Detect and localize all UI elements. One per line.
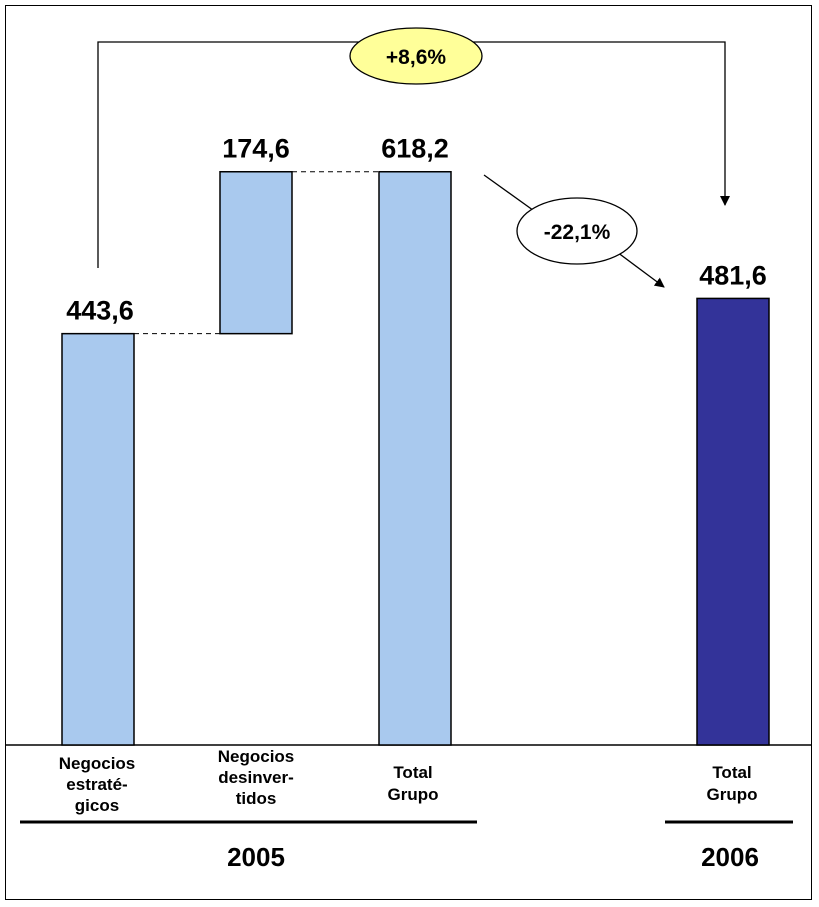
data-label: 174,6: [222, 134, 290, 164]
group-label-2006: 2006: [701, 842, 759, 872]
category-label: desinver-: [218, 768, 294, 787]
bar-strategic-2005: [61, 332, 135, 746]
category-label: Negocios: [59, 754, 136, 773]
growth-percent-label: +8,6%: [386, 46, 446, 69]
bar-divested-2005: [219, 170, 293, 335]
data-label: 618,2: [381, 134, 449, 164]
bar-total-2005: [378, 170, 452, 746]
category-label: Grupo: [388, 785, 439, 804]
bar-total-2006: [696, 297, 770, 746]
change-arrow: [616, 251, 665, 288]
category-label: gicos: [75, 796, 119, 815]
category-label: Total: [712, 763, 751, 782]
group-label-2005: 2005: [227, 842, 285, 872]
category-label: Grupo: [707, 785, 758, 804]
change-bubble: [516, 197, 638, 265]
change-percent-label: -22,1%: [544, 221, 611, 244]
data-label: 481,6: [699, 260, 767, 290]
growth-bubble: [349, 27, 483, 85]
category-label: estraté-: [66, 775, 127, 794]
category-label: tidos: [236, 789, 277, 808]
change-arrow-segment: [483, 174, 538, 214]
data-label: 443,6: [66, 296, 134, 326]
category-label: Negocios: [218, 747, 295, 766]
category-label: Total: [393, 763, 432, 782]
